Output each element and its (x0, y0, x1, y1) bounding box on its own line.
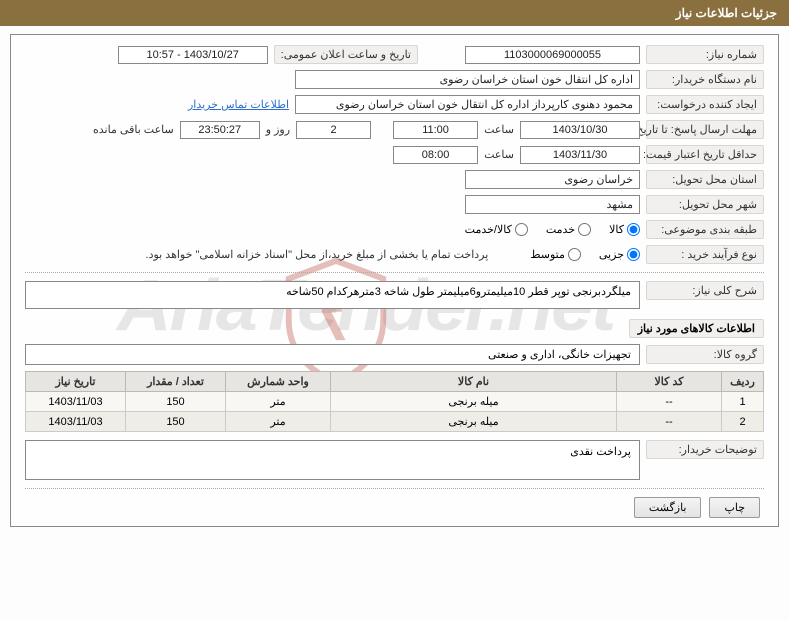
cell-code: -- (617, 412, 722, 432)
radio-cat-1[interactable]: خدمت (546, 223, 591, 236)
row-process-type: نوع فرآیند خرید : جزیی متوسط پرداخت تمام… (25, 245, 764, 264)
cell-need-date: 1403/11/03 (26, 392, 126, 412)
link-buyer-contact[interactable]: اطلاعات تماس خریدار (188, 98, 289, 111)
radio-proc-1-input[interactable] (568, 248, 581, 261)
radio-cat-2-input[interactable] (515, 223, 528, 236)
page-header: جزئیات اطلاعات نیاز (0, 0, 789, 26)
main-frame: AriaTender.net شماره نیاز: 1103000069000… (10, 34, 779, 527)
radio-cat-2-label: کالا/خدمت (465, 223, 512, 236)
back-button[interactable]: بازگشت (634, 497, 702, 518)
row-buyer-org: نام دستگاه خریدار: اداره کل انتقال خون ا… (25, 70, 764, 89)
cell-unit: متر (226, 392, 331, 412)
label-buyer-org: نام دستگاه خریدار: (646, 70, 764, 89)
row-validity: حداقل تاریخ اعتبار قیمت: تا تاریخ: 1403/… (25, 145, 764, 164)
field-days-remaining: 2 (296, 121, 371, 139)
row-deadline-send: مهلت ارسال پاسخ: تا تاریخ: 1403/10/30 سا… (25, 120, 764, 139)
field-group: تجهیزات خانگی، اداری و صنعتی (25, 344, 640, 365)
radio-cat-2[interactable]: کالا/خدمت (465, 223, 528, 236)
items-table: ردیف کد کالا نام کالا واحد شمارش تعداد /… (25, 371, 764, 432)
radio-cat-0-input[interactable] (627, 223, 640, 236)
radio-proc-0-label: جزیی (599, 248, 624, 261)
th-code: کد کالا (617, 372, 722, 392)
label-need-number: شماره نیاز: (646, 45, 764, 64)
th-name: نام کالا (331, 372, 617, 392)
cell-row: 1 (722, 392, 764, 412)
field-buyer-notes: پرداخت نقدی (25, 440, 640, 480)
table-row: 2 -- میله برنجی متر 150 1403/11/03 (26, 412, 764, 432)
radio-proc-1[interactable]: متوسط (530, 248, 581, 261)
field-validity-date: 1403/11/30 (520, 146, 640, 164)
word-remaining: ساعت باقی مانده (93, 123, 174, 136)
cell-qty: 150 (126, 412, 226, 432)
row-need-number: شماره نیاز: 1103000069000055 تاریخ و ساع… (25, 45, 764, 64)
section-title-items: اطلاعات کالاهای مورد نیاز (629, 319, 764, 338)
word-time-1: ساعت (484, 123, 514, 136)
payment-note: پرداخت تمام یا بخشی از مبلغ خرید،از محل … (146, 248, 489, 261)
divider-1 (25, 272, 764, 273)
row-group: گروه کالا: تجهیزات خانگی، اداری و صنعتی (25, 344, 764, 365)
field-deadline-time: 11:00 (393, 121, 478, 139)
label-delivery-city: شهر محل تحویل: (646, 195, 764, 214)
row-requester: ایجاد کننده درخواست: محمود دهنوی کارپردا… (25, 95, 764, 114)
label-delivery-province: استان محل تحویل: (646, 170, 764, 189)
radio-proc-0-input[interactable] (627, 248, 640, 261)
row-categories: طبقه بندی موضوعی: کالا خدمت کالا/خدمت (25, 220, 764, 239)
row-delivery-province: استان محل تحویل: خراسان رضوی (25, 170, 764, 189)
th-qty: تعداد / مقدار (126, 372, 226, 392)
row-delivery-city: شهر محل تحویل: مشهد (25, 195, 764, 214)
table-row: 1 -- میله برنجی متر 150 1403/11/03 (26, 392, 764, 412)
row-buyer-notes: توضیحات خریدار: پرداخت نقدی (25, 440, 764, 480)
label-need-desc: شرح کلی نیاز: (646, 281, 764, 300)
cell-qty: 150 (126, 392, 226, 412)
label-announce-datetime: تاریخ و ساعت اعلان عمومی: (274, 45, 418, 64)
th-need-date: تاریخ نیاز (26, 372, 126, 392)
radio-cat-0[interactable]: کالا (609, 223, 640, 236)
label-deadline-send: مهلت ارسال پاسخ: تا تاریخ: (646, 120, 764, 139)
label-requester: ایجاد کننده درخواست: (646, 95, 764, 114)
field-delivery-city: مشهد (465, 195, 640, 214)
radio-cat-1-input[interactable] (578, 223, 591, 236)
cell-name: میله برنجی (331, 392, 617, 412)
radio-proc-1-label: متوسط (530, 248, 565, 261)
page-title: جزئیات اطلاعات نیاز (676, 6, 777, 20)
cell-code: -- (617, 392, 722, 412)
field-hours-remaining: 23:50:27 (180, 121, 260, 139)
field-deadline-date: 1403/10/30 (520, 121, 640, 139)
label-buyer-notes: توضیحات خریدار: (646, 440, 764, 459)
cell-unit: متر (226, 412, 331, 432)
field-validity-time: 08:00 (393, 146, 478, 164)
row-need-desc: شرح کلی نیاز: میلگردبرنجی توپر قطر 10میل… (25, 281, 764, 309)
label-group: گروه کالا: (646, 345, 764, 364)
th-row: ردیف (722, 372, 764, 392)
label-process-type: نوع فرآیند خرید : (646, 245, 764, 264)
field-delivery-province: خراسان رضوی (465, 170, 640, 189)
radio-cat-1-label: خدمت (546, 223, 575, 236)
field-requester: محمود دهنوی کارپرداز اداره کل انتقال خون… (295, 95, 640, 114)
field-buyer-org: اداره کل انتقال خون استان خراسان رضوی (295, 70, 640, 89)
divider-2 (25, 488, 764, 489)
label-validity: حداقل تاریخ اعتبار قیمت: تا تاریخ: (646, 145, 764, 164)
label-category: طبقه بندی موضوعی: (646, 220, 764, 239)
field-need-number: 1103000069000055 (465, 46, 640, 64)
word-days: روز و (266, 123, 290, 136)
cell-need-date: 1403/11/03 (26, 412, 126, 432)
radio-proc-0[interactable]: جزیی (599, 248, 640, 261)
radio-cat-0-label: کالا (609, 223, 624, 236)
field-announce-datetime: 1403/10/27 - 10:57 (118, 46, 268, 64)
print-button[interactable]: چاپ (709, 497, 760, 518)
word-time-2: ساعت (484, 148, 514, 161)
cell-row: 2 (722, 412, 764, 432)
button-row: چاپ بازگشت (25, 497, 764, 518)
th-unit: واحد شمارش (226, 372, 331, 392)
field-need-desc: میلگردبرنجی توپر قطر 10میلیمترو6میلیمتر … (25, 281, 640, 309)
cell-name: میله برنجی (331, 412, 617, 432)
